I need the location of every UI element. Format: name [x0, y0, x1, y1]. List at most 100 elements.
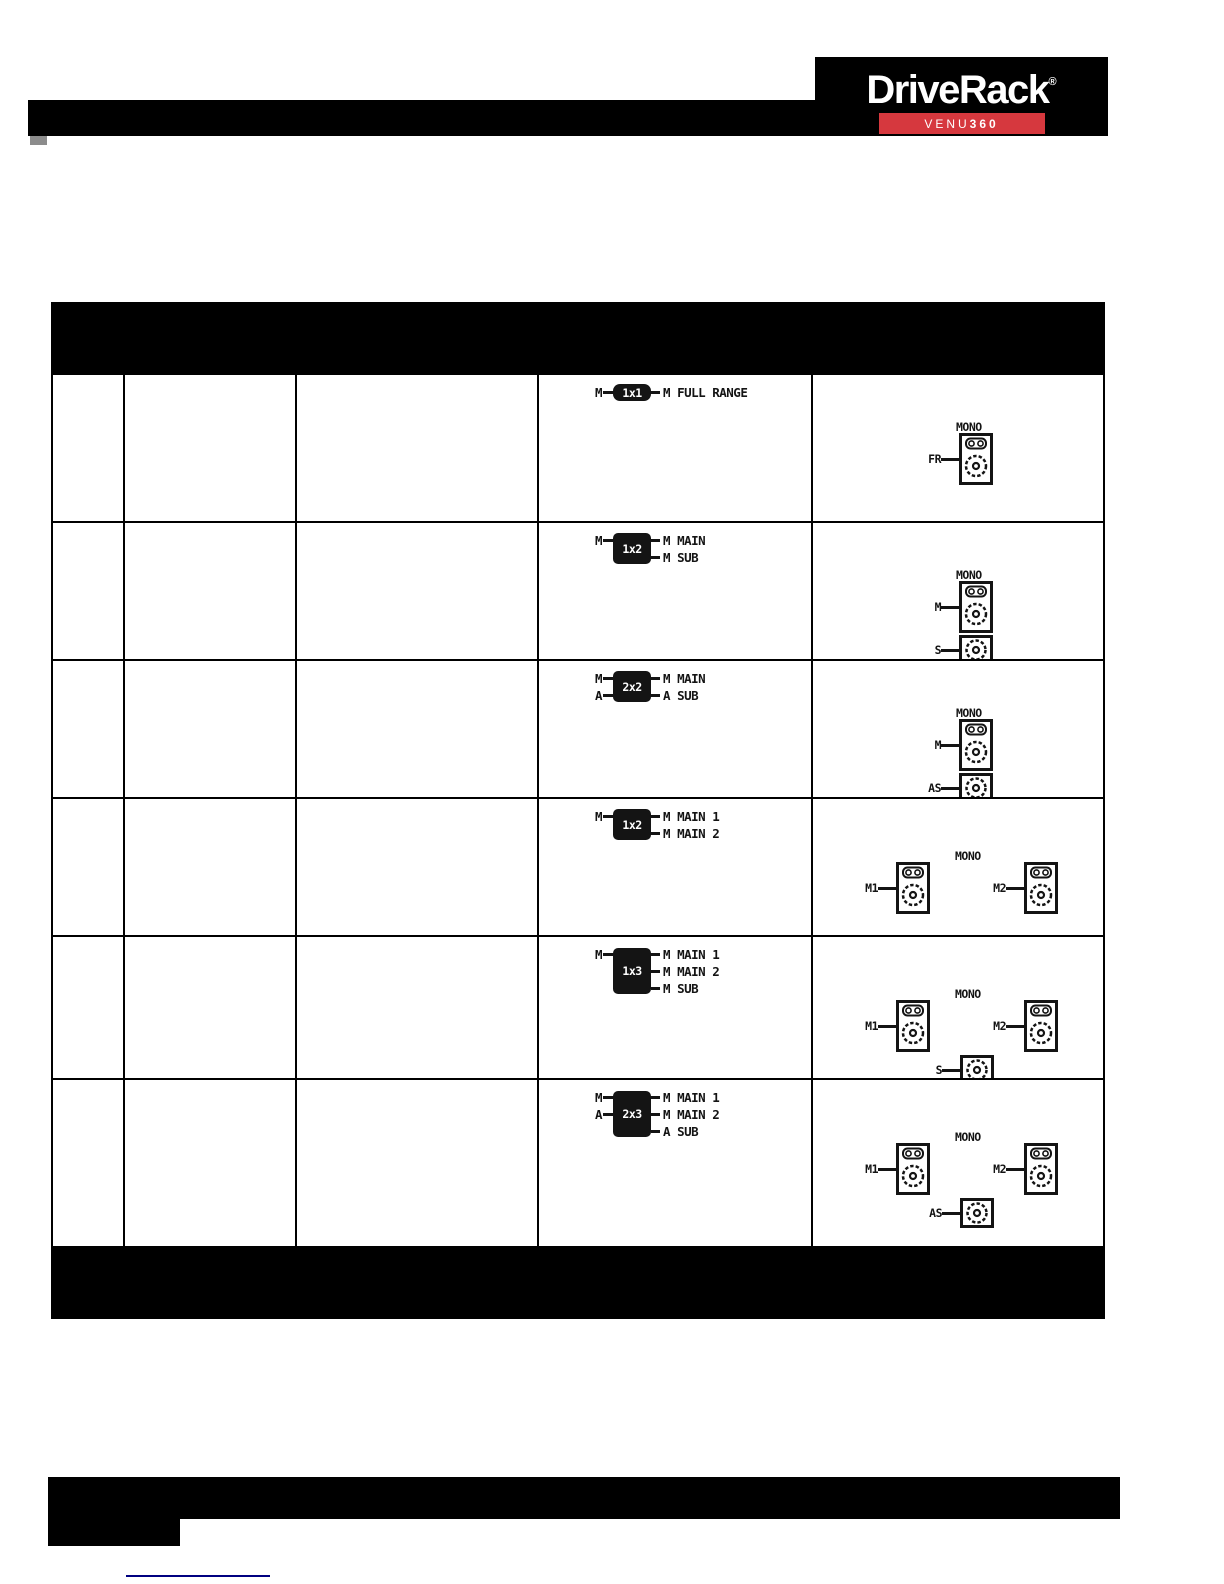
- table-cell: [125, 661, 295, 797]
- main-speaker: FR: [919, 433, 993, 485]
- speaker-full-range-icon: [959, 433, 993, 485]
- table-cell: [125, 799, 295, 935]
- speaker-label: S: [934, 643, 942, 657]
- signal-routing-diagram: M 1x2 M MAIN 1 M MAIN 2: [595, 808, 811, 842]
- speaker-diagram-cell: MONO M1 M2: [813, 799, 1103, 935]
- routing-output-label: M MAIN 1: [663, 809, 720, 824]
- routing-output-label: M MAIN 1: [663, 947, 720, 962]
- routing-input-label: A: [595, 688, 603, 703]
- routing-inputs: M: [595, 384, 614, 401]
- main-speaker: M2: [984, 1000, 1058, 1052]
- connector-line: [942, 1068, 960, 1072]
- footer-bar: [48, 1477, 1120, 1519]
- table-cell: [125, 523, 295, 659]
- speaker-full-range-icon: [896, 1000, 930, 1052]
- speaker-label: M2: [993, 1019, 1006, 1033]
- routing-cell: M 1x3 M MAIN 1 M MAIN 2 M SUB: [539, 937, 811, 1078]
- connector-line: [651, 539, 661, 542]
- routing-inputs: M: [595, 946, 614, 963]
- matrix-box: 2x2: [613, 671, 652, 702]
- connector-line: [651, 677, 661, 680]
- connector-line: [603, 677, 614, 680]
- speaker-label: M1: [865, 881, 878, 895]
- connector-line: [1006, 886, 1024, 890]
- connector-line: [651, 1096, 661, 1099]
- connector-line: [603, 1113, 614, 1116]
- routing-outputs: M MAIN A SUB: [651, 670, 706, 704]
- routing-output: A SUB: [651, 687, 705, 704]
- speaker-label: M1: [865, 1162, 878, 1176]
- speaker-diagram-cell: MONO M1 M2 S: [813, 937, 1103, 1078]
- matrix-box: 2x3: [613, 1091, 652, 1137]
- connector-line: [942, 1211, 960, 1215]
- connector-line: [651, 987, 661, 990]
- matrix-box-label: 1x2: [622, 541, 642, 556]
- connector-line: [651, 815, 661, 818]
- connector-line: [878, 886, 896, 890]
- table-cell: [53, 375, 123, 521]
- matrix-box: 1x2: [613, 809, 652, 840]
- main-speaker: M2: [984, 1143, 1058, 1195]
- connector-line: [941, 743, 959, 747]
- speaker-label: FR: [928, 452, 941, 466]
- connector-line: [651, 970, 661, 973]
- routing-outputs: M MAIN 1 M MAIN 2 M SUB: [651, 946, 720, 997]
- routing-outputs: M MAIN 1 M MAIN 2: [651, 808, 720, 842]
- zone-label: MONO: [955, 987, 981, 1001]
- main-speaker: M2: [984, 862, 1058, 914]
- sub-speaker: S: [919, 635, 993, 659]
- speaker-full-range-icon: [896, 1143, 930, 1195]
- signal-routing-diagram: M A 2x3 M MAIN 1 M MAIN 2 A SUB: [595, 1089, 811, 1140]
- connector-line: [941, 648, 959, 652]
- zone-label: MONO: [955, 1130, 981, 1144]
- speaker-label: M2: [993, 1162, 1006, 1176]
- sub-speaker: AS: [919, 773, 993, 797]
- routing-input-label: M: [595, 533, 603, 548]
- routing-output: M FULL RANGE: [651, 384, 748, 401]
- routing-cell: M A 2x2 M MAIN A SUB: [539, 661, 811, 797]
- connector-line: [941, 786, 959, 790]
- driverack-logo: DriveRack® VENU 360: [815, 57, 1108, 136]
- routing-output: M MAIN 2: [651, 825, 720, 842]
- routing-input-label: M: [595, 671, 603, 686]
- logo-model-number: 360: [969, 116, 999, 131]
- main-speaker: M1: [856, 1143, 930, 1195]
- speaker-full-range-icon: [959, 581, 993, 633]
- routing-input-label: M: [595, 947, 603, 962]
- matrix-box-label: 2x3: [622, 1107, 642, 1121]
- connector-line: [603, 815, 614, 818]
- speaker-full-range-icon: [1024, 862, 1058, 914]
- connector-line: [651, 694, 661, 697]
- table-cell: [53, 661, 123, 797]
- speaker-full-range-icon: [959, 719, 993, 771]
- registered-mark: ®: [1048, 76, 1057, 88]
- connector-line: [651, 832, 661, 835]
- zone-label: MONO: [956, 568, 982, 582]
- routing-cell: M 1x2 M MAIN 1 M MAIN 2: [539, 799, 811, 935]
- routing-output: M MAIN 2: [651, 1106, 720, 1123]
- connector-line: [603, 1096, 614, 1099]
- connector-line: [651, 1130, 661, 1133]
- sub-speaker: S: [920, 1055, 994, 1078]
- table-cell: [53, 799, 123, 935]
- routing-output-label: M MAIN 2: [663, 1107, 720, 1122]
- table-cell: [297, 661, 537, 797]
- table-cell: [297, 523, 537, 659]
- routing-cell: M 1x2 M MAIN M SUB: [539, 523, 811, 659]
- routing-input: A: [595, 687, 614, 704]
- routing-input: M: [595, 670, 614, 687]
- main-speaker: M: [919, 719, 993, 771]
- zone-label: MONO: [955, 849, 981, 863]
- signal-routing-diagram: M 1x3 M MAIN 1 M MAIN 2 M SUB: [595, 946, 811, 997]
- routing-output: M MAIN: [651, 532, 706, 549]
- speaker-label: M: [934, 600, 942, 614]
- routing-output: M MAIN 1: [651, 946, 720, 963]
- routing-output-label: A SUB: [663, 1124, 699, 1139]
- routing-outputs: M FULL RANGE: [651, 384, 748, 401]
- footer-link[interactable]: [126, 1572, 270, 1577]
- main-speaker: M1: [856, 1000, 930, 1052]
- connector-line: [603, 694, 614, 697]
- routing-output-label: M MAIN 1: [663, 1090, 720, 1105]
- routing-input-label: M: [595, 809, 603, 824]
